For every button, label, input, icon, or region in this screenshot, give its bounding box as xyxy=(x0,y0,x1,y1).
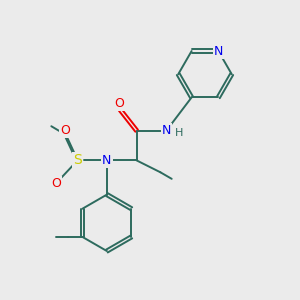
Text: N: N xyxy=(102,154,112,167)
Text: O: O xyxy=(51,177,61,190)
Text: O: O xyxy=(60,124,70,136)
Text: N: N xyxy=(214,44,223,58)
Text: S: S xyxy=(73,153,82,167)
Text: N: N xyxy=(162,124,171,137)
Text: O: O xyxy=(114,98,124,110)
Text: H: H xyxy=(175,128,183,138)
